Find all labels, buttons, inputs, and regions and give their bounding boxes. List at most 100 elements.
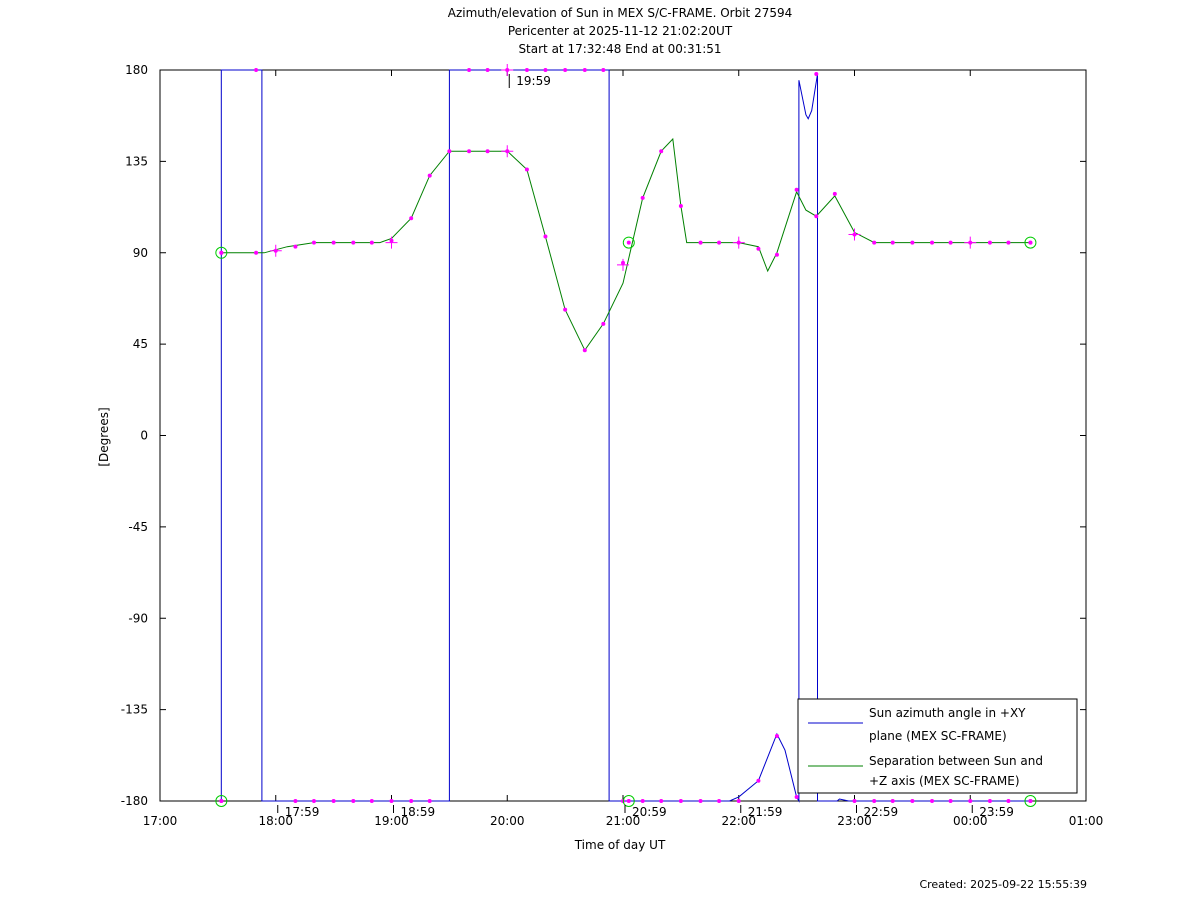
y-tick-label: 0: [140, 429, 148, 443]
x-tick-label: 19:00: [374, 814, 409, 828]
hour-cross-marker: [385, 236, 398, 249]
y-tick-label: 90: [133, 246, 148, 260]
data-point-marker: [948, 799, 953, 803]
data-point-marker: [794, 187, 799, 192]
y-tick-label: 180: [125, 63, 148, 77]
data-point-marker: [736, 799, 741, 803]
data-point-marker: [890, 240, 895, 245]
x-axis-label: Time of day UT: [574, 838, 666, 852]
title-line-1: Azimuth/elevation of Sun in MEX S/C-FRAM…: [448, 6, 793, 20]
annotation-label: 23:59: [979, 805, 1014, 819]
annotation-label: 21:59: [748, 805, 783, 819]
endpoint-circle-marker: [1024, 795, 1037, 807]
y-tick-label: 135: [125, 154, 148, 168]
hour-cross-marker: [848, 228, 861, 241]
x-tick-label: 22:00: [721, 814, 756, 828]
data-point-marker: [678, 799, 683, 803]
data-point-marker: [640, 195, 645, 200]
data-point-marker: [794, 794, 799, 799]
data-point-marker: [832, 191, 837, 196]
x-tick-label: 01:00: [1069, 814, 1104, 828]
x-tick-label: 00:00: [953, 814, 988, 828]
data-point-marker: [930, 799, 935, 803]
data-point-marker: [872, 799, 877, 803]
endpoint-dot-marker: [219, 799, 224, 803]
annotation-label: 19:59: [516, 74, 551, 88]
data-point-marker: [717, 799, 722, 803]
data-point-marker: [563, 68, 568, 72]
annotation-label: 20:59: [632, 805, 667, 819]
endpoint-circle-marker: [1024, 236, 1037, 249]
y-tick-label: -180: [121, 794, 148, 808]
legend-box: [797, 698, 1078, 794]
data-point-marker: [582, 348, 587, 353]
x-tick-label: 18:00: [258, 814, 293, 828]
legend-label-separation-line-1: Separation between Sun and: [869, 754, 1043, 768]
endpoint-circle-marker: [622, 795, 635, 807]
chart-title: Azimuth/elevation of Sun in MEX S/C-FRAM…: [448, 6, 793, 56]
data-point-marker: [254, 68, 259, 72]
data-point-marker: [467, 149, 472, 154]
annotation-label: 17:59: [285, 805, 320, 819]
data-point-marker: [640, 799, 645, 803]
data-point-marker: [774, 252, 779, 257]
endpoint-circle-marker: [215, 795, 228, 807]
data-point-marker: [351, 799, 356, 803]
data-point-marker: [814, 214, 819, 219]
title-line-3: Start at 17:32:48 End at 00:31:51: [518, 42, 721, 56]
x-axis-ticks: 17:00 18:00 19:00 20:00 21:00 22:00 23:00 00:00…: [143, 70, 1104, 828]
time-annotation-layer: 17:59 18:59 19:59 20:59 21:59 22:59 23:59: [277, 74, 1014, 819]
data-point-marker: [814, 72, 819, 77]
data-point-marker: [948, 240, 953, 245]
data-point-marker: [601, 321, 606, 326]
data-point-marker: [293, 244, 298, 249]
legend-label-azimuth-line-1: Sun azimuth angle in +XY: [869, 706, 1026, 720]
data-point-marker: [563, 307, 568, 312]
y-axis-label: [Degrees]: [97, 407, 111, 466]
data-point-marker: [524, 167, 529, 172]
title-line-2: Pericenter at 2025-11-12 21:02:20UT: [508, 24, 733, 38]
data-point-marker: [678, 204, 683, 209]
data-point-marker: [582, 68, 587, 72]
legend: Sun azimuth angle in +XY plane (MEX SC-F…: [797, 698, 1078, 794]
data-point-marker: [485, 149, 490, 154]
data-point-marker: [311, 240, 316, 245]
data-point-marker: [717, 240, 722, 245]
annotation-label: 22:59: [864, 805, 899, 819]
series-separation-line: [221, 137, 1031, 352]
data-point-marker: [698, 240, 703, 245]
data-point-marker: [601, 68, 606, 72]
endpoint-dot-marker: [219, 250, 224, 255]
data-point-marker: [930, 240, 935, 245]
annotation-label: 18:59: [401, 805, 436, 819]
data-point-marker: [852, 799, 857, 803]
y-tick-label: -135: [121, 703, 148, 717]
hour-cross-marker: [617, 258, 629, 271]
data-point-marker: [427, 173, 432, 178]
data-point-marker: [1006, 240, 1011, 245]
endpoint-circle-marker: [622, 236, 635, 249]
y-tick-label: 45: [133, 337, 148, 351]
data-point-marker: [311, 799, 316, 803]
series-azimuth-line: [220, 69, 1031, 803]
x-tick-label: 17:00: [143, 814, 178, 828]
data-point-marker: [524, 68, 529, 72]
data-point-marker: [254, 250, 259, 255]
data-point-marker: [774, 734, 779, 739]
x-tick-label: 23:00: [837, 814, 872, 828]
data-point-marker: [543, 68, 548, 72]
data-point-marker: [659, 149, 664, 154]
data-point-marker: [543, 234, 548, 239]
data-point-marker: [968, 799, 973, 803]
data-point-marker: [659, 799, 664, 803]
data-point-marker: [910, 799, 915, 803]
data-point-marker: [467, 68, 472, 72]
data-point-marker: [409, 216, 414, 221]
hour-cross-marker: [964, 236, 977, 249]
data-point-marker: [698, 799, 703, 803]
data-point-marker: [369, 799, 374, 803]
data-point-marker: [331, 240, 336, 245]
data-point-marker: [987, 240, 992, 245]
endpoint-dot-marker: [1028, 240, 1033, 245]
